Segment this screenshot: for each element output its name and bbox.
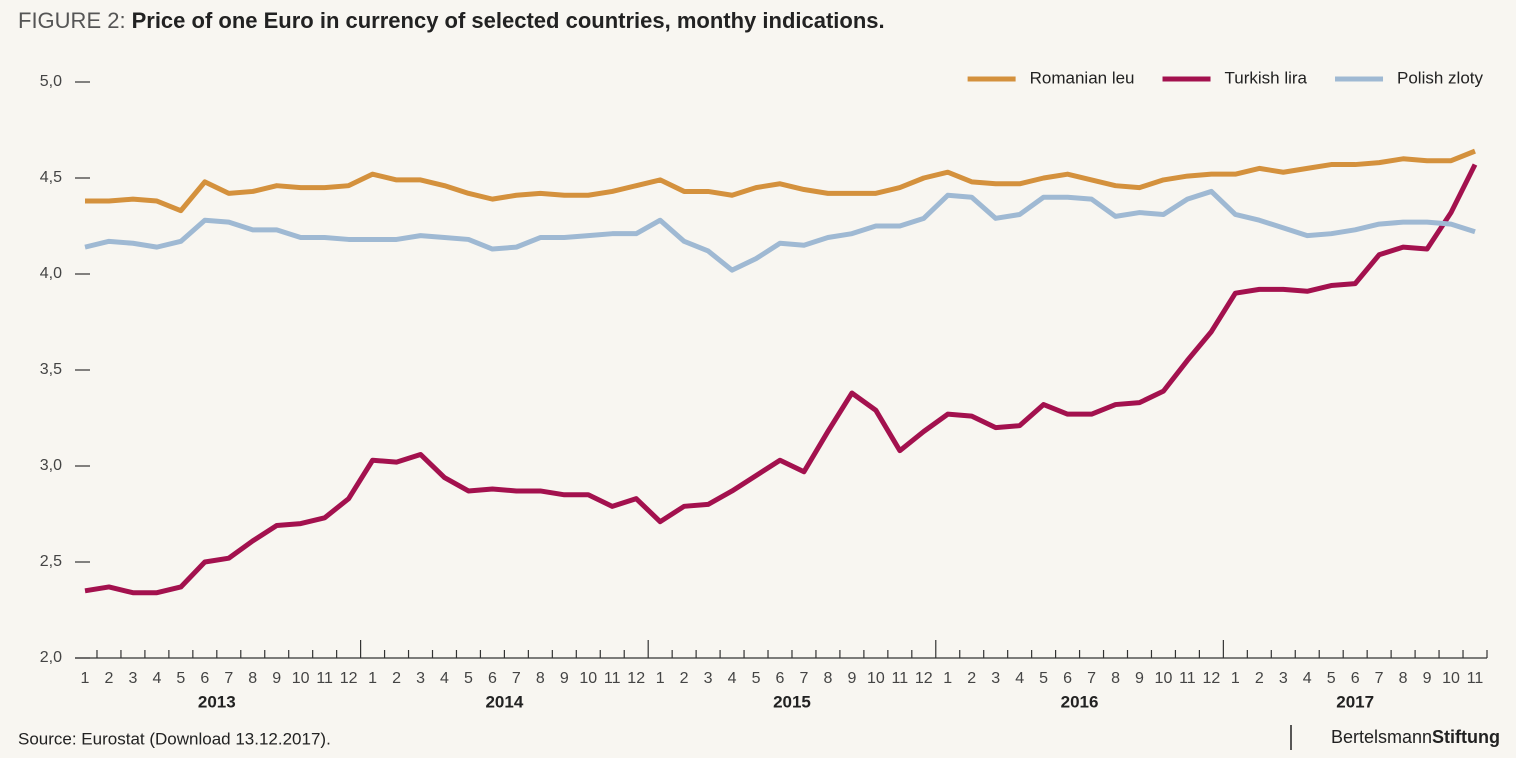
series-line	[84, 163, 1478, 596]
title-text: Price of one Euro in currency of selecte…	[132, 8, 885, 33]
x-tick-label: 3	[1279, 670, 1288, 687]
x-tick-label: 3	[416, 670, 425, 687]
x-tick-label: 2	[392, 670, 401, 687]
x-tick-label: 1	[81, 670, 90, 687]
x-tick-label: 5	[176, 670, 185, 687]
x-tick-label: 7	[512, 670, 521, 687]
x-tick-label: 1	[656, 670, 665, 687]
x-tick-label: 4	[152, 670, 161, 687]
x-tick-label: 10	[1155, 670, 1173, 687]
y-tick-label: 4,5	[40, 169, 62, 186]
x-tick-label: 12	[340, 670, 358, 687]
x-tick-label: 4	[1303, 670, 1312, 687]
series-line	[84, 188, 1476, 273]
x-tick-label: 4	[440, 670, 449, 687]
x-tick-label: 12	[1202, 670, 1220, 687]
brand-part: Stiftung	[1432, 727, 1500, 747]
x-tick-label: 11	[892, 670, 909, 687]
x-tick-label: 4	[728, 670, 737, 687]
x-tick-label: 9	[560, 670, 569, 687]
x-tick-label: 6	[488, 670, 497, 687]
x-tick-label: 9	[272, 670, 281, 687]
x-tick-label: 1	[1231, 670, 1240, 687]
x-tick-label: 3	[991, 670, 1000, 687]
x-tick-label: 5	[1039, 670, 1048, 687]
x-tick-label: 11	[1467, 670, 1484, 687]
x-tick-label: 7	[1087, 670, 1096, 687]
x-tick-label: 11	[604, 670, 621, 687]
x-tick-label: 6	[1351, 670, 1360, 687]
x-tick-label: 3	[704, 670, 713, 687]
x-tick-label: 5	[752, 670, 761, 687]
x-tick-label: 12	[915, 670, 933, 687]
year-label: 2014	[485, 692, 523, 711]
x-tick-label: 5	[1327, 670, 1336, 687]
year-label: 2016	[1061, 692, 1099, 711]
x-tick-label: 7	[1375, 670, 1384, 687]
x-tick-label: 8	[1399, 670, 1408, 687]
x-tick-label: 9	[847, 670, 856, 687]
y-tick-label: 4,0	[40, 265, 62, 282]
x-tick-label: 1	[368, 670, 377, 687]
year-label: 2017	[1336, 692, 1374, 711]
x-tick-label: 8	[1111, 670, 1120, 687]
y-tick-label: 3,5	[40, 361, 62, 378]
x-tick-label: 10	[579, 670, 597, 687]
x-tick-label: 10	[1442, 670, 1460, 687]
y-tick-label: 2,5	[40, 553, 62, 570]
x-tick-label: 2	[967, 670, 976, 687]
y-tick-label: 5,0	[40, 73, 62, 90]
x-tick-label: 5	[464, 670, 473, 687]
x-tick-label: 6	[200, 670, 209, 687]
year-label: 2015	[773, 692, 811, 711]
x-tick-label: 10	[292, 670, 310, 687]
x-tick-label: 11	[316, 670, 333, 687]
source: Source: Eurostat (Download 13.12.2017).	[18, 729, 331, 748]
x-tick-label: 7	[224, 670, 233, 687]
legend-label: Turkish lira	[1225, 68, 1308, 87]
figure-label: FIGURE 2:	[18, 8, 126, 33]
brand: BertelsmannStiftung	[1331, 727, 1500, 747]
x-tick-label: 1	[943, 670, 952, 687]
x-tick-label: 10	[867, 670, 885, 687]
x-tick-label: 2	[1255, 670, 1264, 687]
x-tick-label: 8	[248, 670, 257, 687]
legend-label: Polish zloty	[1397, 68, 1483, 87]
x-tick-label: 2	[105, 670, 114, 687]
chart-title: FIGURE 2: Price of one Euro in currency o…	[18, 8, 885, 33]
x-tick-label: 3	[128, 670, 137, 687]
y-tick-label: 3,0	[40, 457, 62, 474]
x-tick-label: 4	[1015, 670, 1024, 687]
series-line	[85, 148, 1476, 214]
x-tick-label: 6	[1063, 670, 1072, 687]
x-tick-label: 8	[536, 670, 545, 687]
x-tick-label: 2	[680, 670, 689, 687]
x-tick-label: 9	[1423, 670, 1432, 687]
brand-part: Bertelsmann	[1331, 727, 1432, 747]
legend-label: Romanian leu	[1030, 68, 1135, 87]
x-tick-label: 9	[1135, 670, 1144, 687]
x-tick-label: 11	[1179, 670, 1196, 687]
y-tick-label: 2,0	[40, 649, 62, 666]
year-label: 2013	[198, 692, 236, 711]
x-tick-label: 8	[823, 670, 832, 687]
x-tick-label: 6	[776, 670, 785, 687]
x-tick-label: 12	[627, 670, 645, 687]
x-tick-label: 7	[800, 670, 809, 687]
